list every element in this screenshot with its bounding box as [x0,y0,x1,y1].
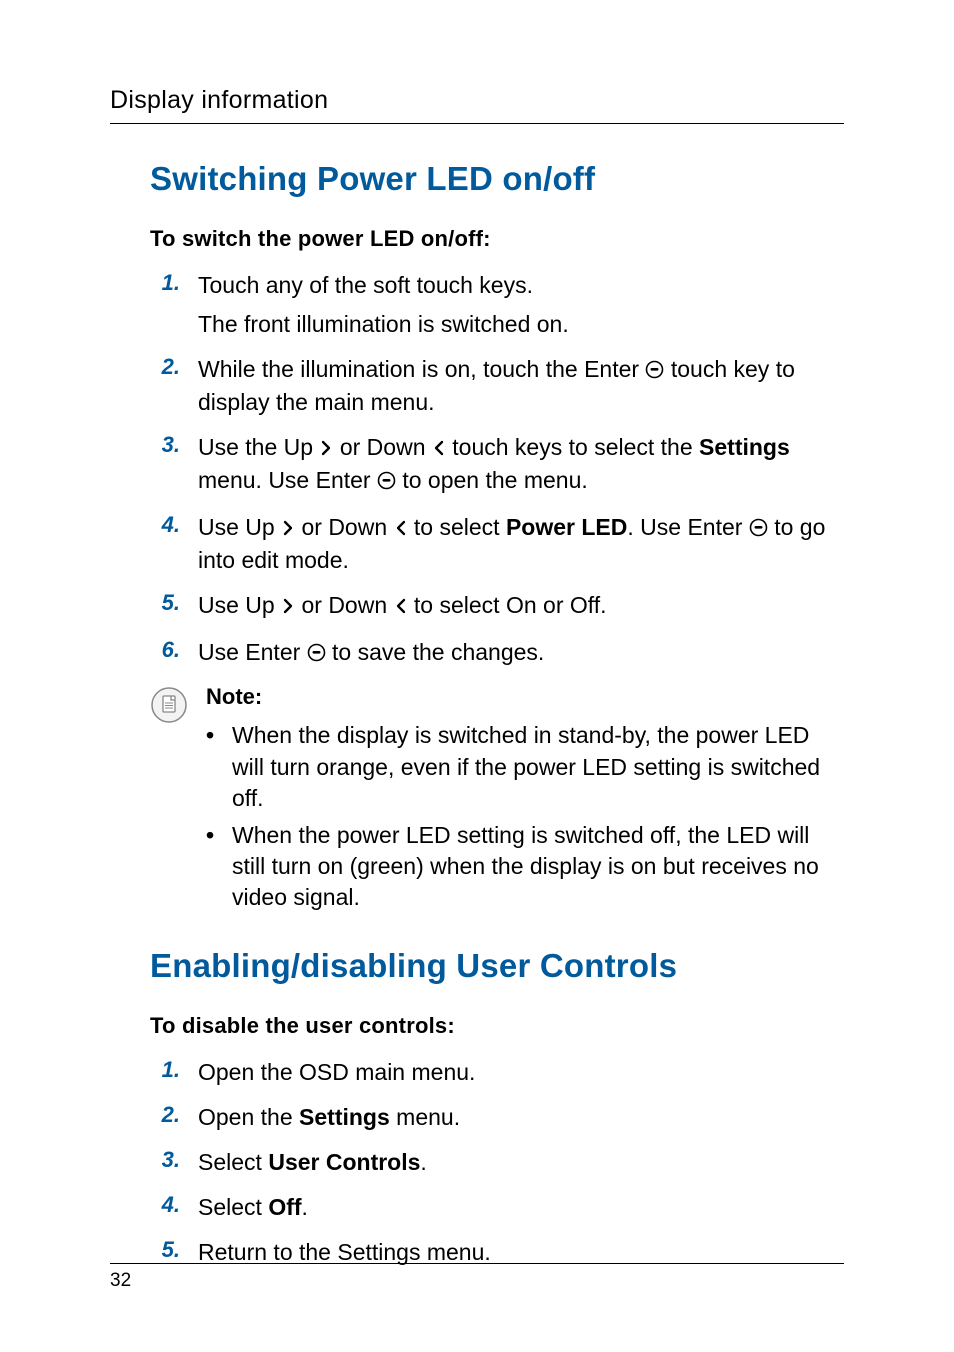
chevron-right-icon [281,514,295,545]
header-title: Display information [110,86,844,115]
subheading-user-controls: To disable the user controls: [150,1013,844,1039]
list-item: 2.While the illumination is on, touch th… [150,354,844,418]
list-item: 6.Use Enter to save the changes. [150,637,844,670]
enter-icon [749,514,768,545]
step-body: Use the Up or Down touch keys to select … [198,432,844,498]
list-item: 4.Use Up or Down to select Power LED. Us… [150,512,844,576]
step-number: 4. [150,512,198,538]
list-item: 3.Use the Up or Down touch keys to selec… [150,432,844,498]
step-body: Use Enter to save the changes. [198,637,844,670]
section-heading-power-led: Switching Power LED on/off [150,160,844,198]
list-item: 1.Touch any of the soft touch keys.The f… [150,270,844,340]
step-body: Touch any of the soft touch keys.The fro… [198,270,844,340]
step-number: 5. [150,1237,198,1263]
steps-power-led: 1.Touch any of the soft touch keys.The f… [150,270,844,670]
step-body: While the illumination is on, touch the … [198,354,844,418]
step-number: 1. [150,270,198,296]
step-number: 3. [150,432,198,458]
document-page: Display information Switching Power LED … [0,0,954,1342]
page-footer: 32 [110,1263,844,1292]
note-page-icon [150,684,206,729]
note-content: Note: •When the display is switched in s… [206,684,844,918]
chevron-left-icon [432,434,446,465]
step-number: 2. [150,1102,198,1128]
enter-icon [307,639,326,670]
section-heading-user-controls: Enabling/disabling User Controls [150,947,844,985]
list-item: 2.Open the Settings menu. [150,1102,844,1133]
step-body: Select User Controls. [198,1147,844,1178]
page-header: Display information [110,86,844,124]
step-body-extra: The front illumination is switched on. [198,309,844,340]
bullet-icon: • [206,820,232,851]
note-list-item: •When the display is switched in stand-b… [206,720,844,813]
page-number: 32 [110,1270,131,1291]
chevron-left-icon [394,514,408,545]
subheading-power-led: To switch the power LED on/off: [150,226,844,252]
chevron-right-icon [281,592,295,623]
step-body: Open the Settings menu. [198,1102,844,1133]
note-block: Note: •When the display is switched in s… [150,684,844,918]
enter-icon [645,356,664,387]
chevron-left-icon [394,592,408,623]
step-number: 5. [150,590,198,616]
note-list: •When the display is switched in stand-b… [206,720,844,912]
list-item: 4.Select Off. [150,1192,844,1223]
note-list-item: •When the power LED setting is switched … [206,820,844,913]
step-body: Use Up or Down to select On or Off. [198,590,844,623]
steps-user-controls: 1.Open the OSD main menu.2.Open the Sett… [150,1057,844,1268]
list-item: 3.Select User Controls. [150,1147,844,1178]
step-number: 2. [150,354,198,380]
chevron-right-icon [319,434,333,465]
step-body: Select Off. [198,1192,844,1223]
note-item-text: When the display is switched in stand-by… [232,720,844,813]
step-number: 1. [150,1057,198,1083]
step-number: 3. [150,1147,198,1173]
step-number: 4. [150,1192,198,1218]
note-item-text: When the power LED setting is switched o… [232,820,844,913]
note-title: Note: [206,684,844,710]
step-number: 6. [150,637,198,663]
step-body: Open the OSD main menu. [198,1057,844,1088]
bullet-icon: • [206,720,232,751]
step-body: Use Up or Down to select Power LED. Use … [198,512,844,576]
enter-icon [377,467,396,498]
list-item: 1.Open the OSD main menu. [150,1057,844,1088]
list-item: 5.Use Up or Down to select On or Off. [150,590,844,623]
